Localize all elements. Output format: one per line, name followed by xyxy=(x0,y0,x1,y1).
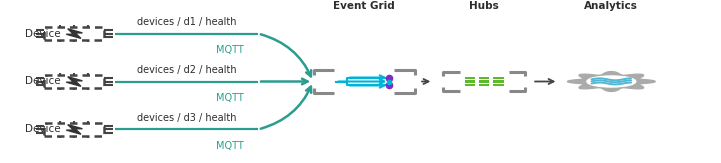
FancyBboxPatch shape xyxy=(493,80,504,83)
Polygon shape xyxy=(66,29,82,38)
Text: MQTT: MQTT xyxy=(216,93,244,103)
Text: devices / d1 / health: devices / d1 / health xyxy=(137,17,236,27)
Circle shape xyxy=(587,76,636,87)
Text: Azure
Event Grid: Azure Event Grid xyxy=(333,0,395,11)
FancyBboxPatch shape xyxy=(464,80,475,83)
Polygon shape xyxy=(567,72,655,91)
Text: Device: Device xyxy=(25,29,61,39)
Text: Azure Stream
Analytics: Azure Stream Analytics xyxy=(571,0,651,11)
Text: Device: Device xyxy=(25,124,61,134)
FancyBboxPatch shape xyxy=(479,77,490,79)
FancyBboxPatch shape xyxy=(493,84,504,86)
FancyBboxPatch shape xyxy=(44,27,105,40)
Polygon shape xyxy=(66,125,82,134)
Text: Azure Event
Hubs: Azure Event Hubs xyxy=(448,0,520,11)
FancyBboxPatch shape xyxy=(479,84,490,86)
Text: Device: Device xyxy=(25,76,61,87)
Text: devices / d2 / health: devices / d2 / health xyxy=(137,65,236,75)
Text: devices / d3 / health: devices / d3 / health xyxy=(137,113,236,123)
FancyBboxPatch shape xyxy=(479,80,490,83)
FancyBboxPatch shape xyxy=(464,84,475,86)
FancyBboxPatch shape xyxy=(44,123,105,136)
FancyBboxPatch shape xyxy=(44,75,105,88)
Polygon shape xyxy=(66,77,82,86)
FancyBboxPatch shape xyxy=(493,77,504,79)
Text: MQTT: MQTT xyxy=(216,45,244,55)
Text: MQTT: MQTT xyxy=(216,141,244,151)
FancyBboxPatch shape xyxy=(464,77,475,79)
